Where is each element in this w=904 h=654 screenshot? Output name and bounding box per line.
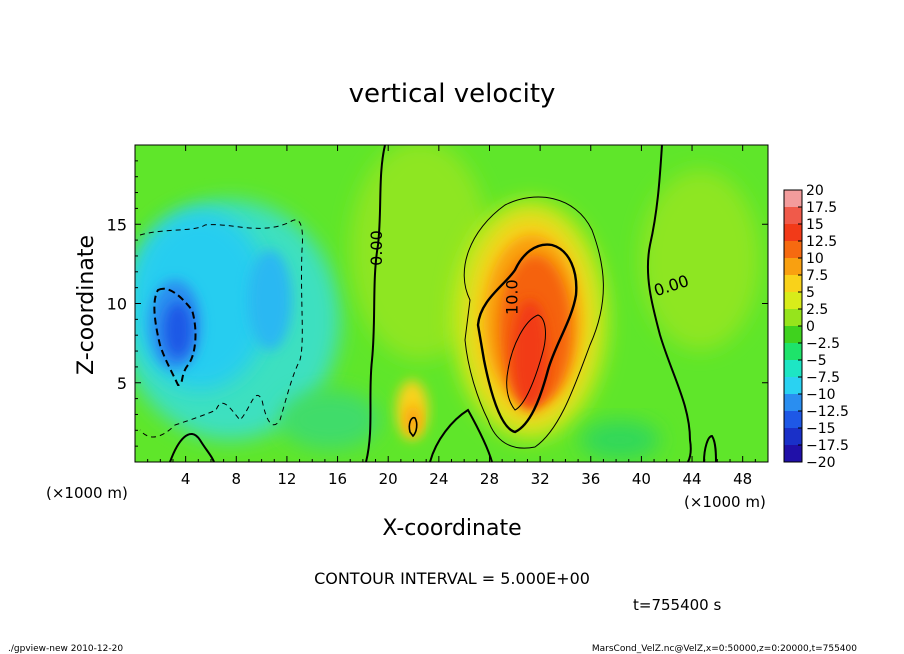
colorbar-swatch	[784, 190, 802, 208]
colorbar-label: −12.5	[806, 404, 849, 420]
colorbar-label: 2.5	[806, 302, 828, 318]
contour-label: 10.0	[502, 279, 521, 315]
x-tick-label: 4	[181, 470, 191, 488]
x-tick-label: 24	[429, 470, 448, 488]
x-tick-label: 16	[328, 470, 347, 488]
colorbar-swatch	[784, 292, 802, 310]
colorbar-swatch	[784, 309, 802, 327]
colorbar-swatch	[784, 275, 802, 293]
x-tick-label: 44	[682, 470, 701, 488]
x-tick-label: 28	[480, 470, 499, 488]
y-tick-label: 15	[107, 215, 127, 234]
colorbar-swatch	[784, 445, 802, 463]
chart-title: vertical velocity	[349, 79, 556, 109]
x-ticks: 4 8 12 16 20 24 28 32 36 40 44 48	[147, 145, 756, 488]
field-blob	[164, 302, 192, 358]
field-blob	[405, 406, 421, 434]
colorbar-swatch	[784, 207, 802, 225]
x-tick-label: 20	[379, 470, 398, 488]
contour-lines	[139, 145, 717, 462]
field-blob	[640, 170, 760, 350]
contour-5-main	[463, 196, 604, 449]
footer-right: MarsCond_VelZ.nc@VelZ,x=0:50000,z=0:2000…	[592, 644, 857, 654]
colorbar-swatch	[784, 326, 802, 344]
colorbar-label: 15	[806, 217, 824, 233]
colorbar-swatch	[784, 394, 802, 412]
field-blob	[580, 420, 660, 460]
contour-10-small	[408, 416, 418, 438]
colorbar-label: −15	[806, 421, 836, 437]
colorbar-label: 7.5	[806, 268, 828, 284]
colorbar-swatch	[784, 241, 802, 259]
colorbar-swatch	[784, 258, 802, 276]
x-tick-label: 40	[632, 470, 651, 488]
contour-zero-lower	[429, 408, 493, 462]
colorbar-label: −17.5	[806, 438, 849, 454]
colorbar-label: −7.5	[806, 370, 840, 386]
y-tick-label: 10	[107, 295, 127, 314]
colorbar-label: −10	[806, 387, 836, 403]
contour-zero-right	[646, 145, 692, 462]
contour-zero-bump	[703, 434, 717, 462]
colorbar-label: 12.5	[806, 234, 837, 250]
y-ticks: 5 10 15	[107, 160, 768, 447]
x-tick-label: 48	[733, 470, 752, 488]
colorbar-swatch	[784, 360, 802, 378]
x-unit-right: (×1000 m)	[684, 493, 766, 511]
x-tick-label: 36	[581, 470, 600, 488]
colorbar-label: −20	[806, 455, 836, 471]
y-axis-label: Z-coordinate	[74, 235, 99, 375]
y-tick-label: 5	[117, 374, 127, 393]
field-blob	[280, 390, 380, 450]
colorbar-swatch	[784, 428, 802, 446]
colorbar: 2017.51512.5107.552.50−2.5−5−7.5−10−12.5…	[783, 183, 849, 471]
x-tick-label: 8	[232, 470, 242, 488]
field-blob	[248, 250, 292, 350]
contour-zero-center	[365, 145, 386, 462]
colorbar-label: 5	[806, 285, 815, 301]
x-tick-label: 32	[531, 470, 550, 488]
colorbar-swatch	[784, 411, 802, 429]
colorbar-label: 10	[806, 251, 824, 267]
colorbar-swatch	[784, 224, 802, 242]
contour-neg5-left	[139, 219, 303, 438]
colorbar-label: 17.5	[806, 200, 837, 216]
field-blob	[512, 300, 548, 410]
contour-zero-left-low	[169, 433, 215, 462]
colorbar-label: −5	[806, 353, 827, 369]
colorbar-swatch	[784, 343, 802, 361]
colorbar-label: 20	[806, 183, 824, 199]
contour-neg10-left	[153, 287, 197, 387]
contour-interval-text: CONTOUR INTERVAL = 5.000E+00	[314, 569, 590, 588]
x-axis-label: X-coordinate	[382, 516, 521, 541]
footer-left: ./gpview-new 2010-12-20	[8, 644, 123, 654]
contour-label: 0.00	[367, 230, 386, 266]
contour-10-main	[476, 243, 578, 434]
contour-15-main	[506, 314, 546, 411]
x-tick-label: 12	[277, 470, 296, 488]
plot-area	[135, 145, 768, 462]
x-unit-left: (×1000 m)	[46, 484, 128, 502]
colorbar-label: −2.5	[806, 336, 840, 352]
colorbar-swatch	[784, 377, 802, 395]
time-text: t=755400 s	[633, 596, 721, 614]
colorbar-label: 0	[806, 319, 815, 335]
